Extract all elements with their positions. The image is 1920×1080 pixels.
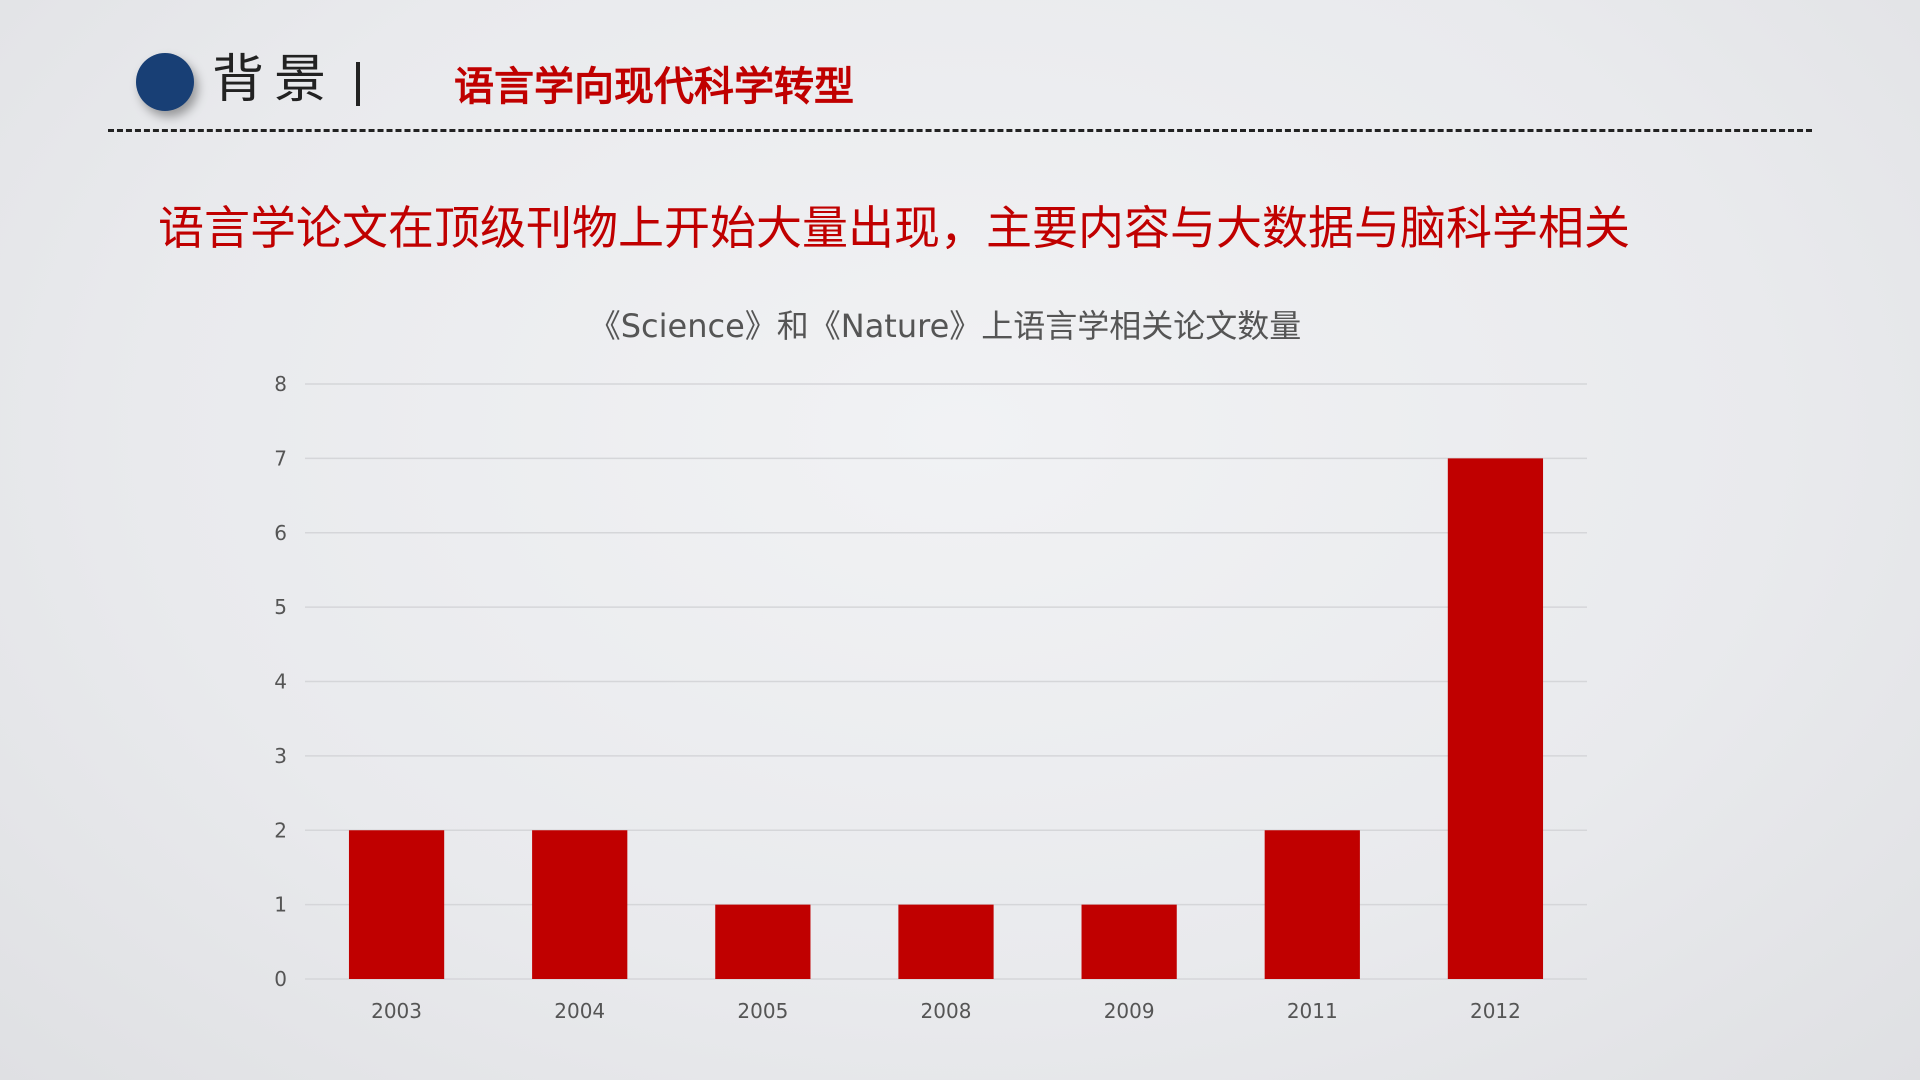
x-tick-label: 2005 bbox=[737, 999, 788, 1023]
x-tick-label: 2011 bbox=[1287, 999, 1338, 1023]
chart-y-axis: 0 1 2 3 4 5 6 7 8 bbox=[274, 372, 287, 991]
chart-bars bbox=[348, 458, 1544, 979]
headline: 语言学论文在顶级刊物上开始大量出现，主要内容与大数据与脑科学相关 bbox=[158, 201, 1630, 255]
y-tick-label: 2 bbox=[274, 818, 287, 842]
y-tick-label: 1 bbox=[274, 893, 287, 917]
chart-x-axis: 2003 2004 2005 2008 2009 2011 2012 bbox=[371, 999, 1521, 1023]
y-tick-label: 0 bbox=[274, 967, 287, 991]
header-subtitle: 语言学向现代科学转型 bbox=[454, 64, 854, 110]
x-tick-label: 2004 bbox=[554, 999, 605, 1023]
header-title: 背景 bbox=[212, 50, 337, 110]
y-tick-label: 3 bbox=[274, 744, 287, 768]
bar-2008 bbox=[898, 904, 994, 979]
x-tick-label: 2008 bbox=[921, 999, 972, 1023]
x-tick-label: 2012 bbox=[1470, 999, 1521, 1023]
bar-2003 bbox=[348, 830, 445, 979]
y-tick-label: 6 bbox=[274, 521, 287, 545]
header-dot-icon bbox=[136, 53, 194, 111]
y-tick-label: 5 bbox=[274, 595, 287, 619]
header-divider bbox=[108, 129, 1812, 132]
header-separator bbox=[356, 62, 360, 106]
bar-2011 bbox=[1264, 830, 1360, 979]
bar-2004 bbox=[532, 830, 628, 979]
y-tick-label: 8 bbox=[274, 372, 287, 396]
chart-title: 《Science》和《Nature》上语言学相关论文数量 bbox=[588, 307, 1302, 345]
chart-gridlines bbox=[305, 383, 1587, 980]
y-tick-label: 7 bbox=[274, 446, 287, 470]
bar-2012 bbox=[1447, 458, 1544, 979]
x-tick-label: 2009 bbox=[1104, 999, 1155, 1023]
x-tick-label: 2003 bbox=[371, 999, 422, 1023]
y-tick-label: 4 bbox=[274, 670, 287, 694]
bar-2005 bbox=[715, 904, 811, 979]
bar-2009 bbox=[1081, 904, 1177, 979]
